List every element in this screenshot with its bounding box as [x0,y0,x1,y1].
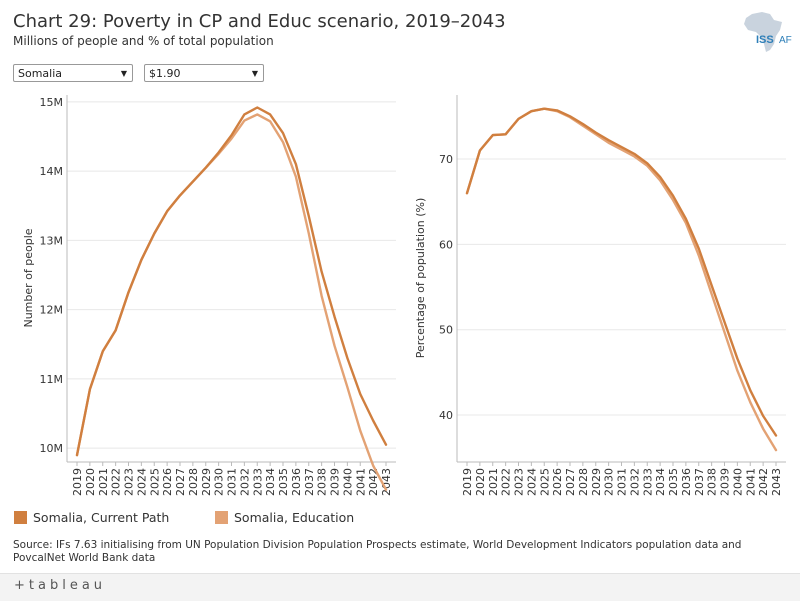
x-tick-label: 2032 [238,468,251,496]
legend-swatch-education [215,511,228,524]
legend-item-current-path[interactable]: Somalia, Current Path [14,510,169,525]
logo-text-sub: AF [779,35,792,46]
x-tick-label: 2026 [161,468,174,496]
x-tick-label: 2035 [277,468,290,496]
y-tick-label: 11M [40,373,64,386]
x-tick-label: 2023 [123,468,136,496]
x-tick-label: 2031 [226,468,239,496]
x-tick-label: 2033 [251,468,264,496]
x-tick-label: 2037 [693,468,706,496]
y-tick-label: 60 [439,238,453,251]
logo-text-main: ISS [756,34,774,46]
x-tick-label: 2021 [487,468,500,496]
country-dropdown[interactable]: Somalia ▼ [13,64,133,82]
tableau-footer: +tableau [0,573,800,601]
x-tick-label: 2027 [174,468,187,496]
x-tick-label: 2020 [474,468,487,496]
x-tick-label: 2040 [341,468,354,496]
x-tick-label: 2034 [264,468,277,496]
chevron-down-icon: ▼ [120,69,127,78]
x-tick-label: 2024 [135,468,148,496]
legend-label-education: Somalia, Education [234,510,355,525]
source-note: Source: IFs 7.63 initialising from UN Po… [13,539,742,561]
poverty-line-dropdown-value: $1.90 [149,67,181,80]
x-tick-label: 2039 [719,468,732,496]
x-tick-label: 2038 [316,468,329,496]
y-tick-label: 12M [40,304,64,317]
poverty-line-dropdown[interactable]: $1.90 ▼ [144,64,264,82]
series-line-current-path [75,106,388,457]
x-tick-label: 2019 [461,468,474,496]
y-tick-label: 50 [439,324,453,337]
x-tick-label: 2019 [71,468,84,496]
x-tick-label: 2037 [303,468,316,496]
tableau-logo[interactable]: +tableau [14,578,107,593]
x-tick-label: 2041 [354,468,367,496]
page-subtitle: Millions of people and % of total popula… [13,34,274,48]
legend-item-education[interactable]: Somalia, Education [215,510,354,525]
x-tick-label: 2035 [667,468,680,496]
x-tick-label: 2034 [654,468,667,496]
x-tick-label: 2026 [551,468,564,496]
chevron-down-icon: ▼ [251,69,258,78]
page-title: Chart 29: Poverty in CP and Educ scenari… [13,11,506,32]
africa-map-icon [744,12,782,52]
x-tick-label: 2043 [380,468,393,496]
x-tick-label: 2043 [770,468,783,496]
legend-swatch-current-path [14,511,27,524]
series-line-education [465,107,778,452]
x-tick-label: 2027 [564,468,577,496]
x-tick-label: 2024 [525,468,538,496]
x-tick-label: 2041 [744,468,757,496]
x-tick-label: 2030 [603,468,616,496]
x-tick-label: 2028 [187,468,200,496]
x-tick-label: 2031 [616,468,629,496]
series-line-current-path [465,107,778,437]
x-tick-label: 2032 [628,468,641,496]
x-tick-label: 2028 [577,468,590,496]
x-tick-label: 2042 [367,468,380,496]
x-tick-label: 2042 [757,468,770,496]
x-tick-label: 2036 [290,468,303,496]
x-tick-label: 2039 [329,468,342,496]
y-axis-label: Percentage of population (%) [414,198,427,359]
x-tick-label: 2030 [213,468,226,496]
issafrica-logo[interactable]: ISS AF [738,8,798,56]
x-tick-label: 2036 [680,468,693,496]
x-tick-label: 2029 [200,468,213,496]
y-tick-label: 15M [40,96,64,109]
legend-label-current-path: Somalia, Current Path [33,510,170,525]
y-tick-label: 10M [40,442,64,455]
x-tick-label: 2033 [641,468,654,496]
x-tick-label: 2023 [513,468,526,496]
y-tick-label: 40 [439,409,453,422]
x-tick-label: 2029 [590,468,603,496]
x-tick-label: 2021 [97,468,110,496]
x-tick-label: 2025 [148,468,161,496]
y-tick-label: 70 [439,153,453,166]
x-tick-label: 2022 [500,468,513,496]
x-tick-label: 2040 [731,468,744,496]
y-tick-label: 14M [40,165,64,178]
y-tick-label: 13M [40,234,64,247]
x-tick-label: 2022 [110,468,123,496]
x-tick-label: 2025 [538,468,551,496]
x-tick-label: 2038 [706,468,719,496]
country-dropdown-value: Somalia [18,67,63,80]
y-axis-label: Number of people [22,228,35,327]
x-tick-label: 2020 [84,468,97,496]
